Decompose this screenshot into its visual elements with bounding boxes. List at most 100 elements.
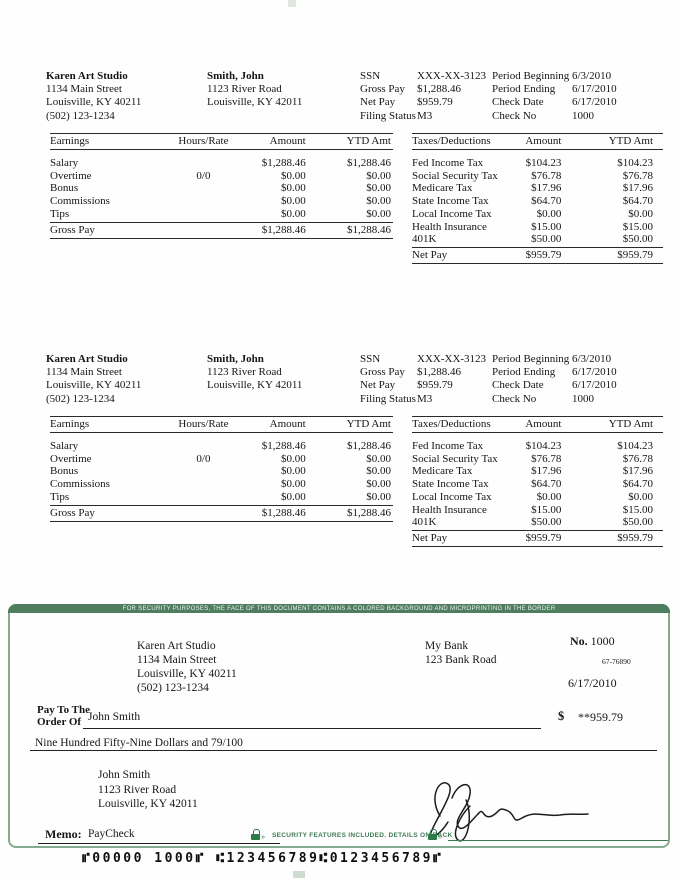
pay-to-line2: Order Of <box>37 715 82 728</box>
padlock-icon: » <box>428 829 442 841</box>
table-row: Bonus $0.00 $0.00 <box>50 465 393 478</box>
deduction-ytd: $17.96 <box>622 465 653 478</box>
ssn-value: XXX-XX-3123 <box>417 70 487 82</box>
deduction-amount: $64.70 <box>531 195 562 208</box>
deduction-amount: $64.70 <box>531 478 562 491</box>
table-row: Medicare Tax $17.96 $17.96 <box>412 465 663 478</box>
gross-pay-label: Gross Pay <box>360 366 405 379</box>
period-beginning-label: Period Beginning <box>492 353 570 365</box>
table-row: Local Income Tax $0.00 $0.00 <box>412 208 663 221</box>
employee-name: Smith, John <box>207 70 264 82</box>
earning-amount: $0.00 <box>280 465 306 478</box>
employer-phone: (502) 123-1234 <box>46 392 115 405</box>
earning-hours <box>152 440 254 453</box>
deduction-label: Fed Income Tax <box>412 440 484 452</box>
deduction-amount: $0.00 <box>536 207 562 220</box>
earning-ytd: $0.00 <box>366 490 391 503</box>
earning-hours <box>152 195 254 208</box>
deduction-amount: $17.96 <box>531 182 562 195</box>
earning-ytd: $0.00 <box>366 207 391 220</box>
table-row: Salary $1,288.46 $1,288.46 <box>50 440 393 453</box>
payee-addr-city: Louisville, KY 42011 <box>98 798 198 810</box>
deduction-ytd: $50.00 <box>622 516 653 529</box>
net-pay-label: Net Pay <box>360 379 396 392</box>
earning-hours: 0/0 <box>196 169 211 182</box>
amount-col-header: Amount <box>269 418 306 430</box>
earning-label: Commissions <box>50 478 110 491</box>
net-pay-total-amount: $959.79 <box>525 248 562 261</box>
gross-pay-total-row: Gross Pay $1,288.46 $1,288.46 <box>50 504 393 522</box>
employee-city: Louisville, KY 42011 <box>207 96 303 109</box>
deduction-label: Local Income Tax <box>412 207 492 220</box>
pay-to-the-order-of-label: Pay To The Order Of <box>37 704 90 728</box>
deduction-ytd: $17.96 <box>622 182 653 195</box>
hours-rate-col-header: Hours/Rate <box>178 418 229 430</box>
net-pay-value: $959.79 <box>417 379 453 392</box>
table-row: Commissions $0.00 $0.00 <box>50 195 393 208</box>
memo-label: Memo: <box>45 827 82 841</box>
spacer <box>152 507 254 519</box>
deduction-amount: $104.23 <box>525 157 562 169</box>
net-pay-value: $959.79 <box>417 96 453 109</box>
deduction-ytd: $76.78 <box>622 452 653 465</box>
check-number-value: 1000 <box>590 634 615 648</box>
employee-name: Smith, John <box>207 353 264 365</box>
filing-status-value: M3 <box>417 109 433 122</box>
pay-stub: Karen Art Studio 1134 Main Street Louisv… <box>0 348 680 631</box>
earnings-rows: Salary $1,288.46 $1,288.46 Overtime 0/0 … <box>50 440 393 504</box>
payee-address-block: John Smith 1123 River Road Louisville, K… <box>98 768 198 812</box>
table-row: Overtime 0/0 $0.00 $0.00 <box>50 453 393 466</box>
employer-address-block: Karen Art Studio 1134 Main Street Louisv… <box>46 70 141 123</box>
ytd-col-header: YTD Amt <box>608 418 653 430</box>
amount-col-header: Amount <box>269 135 306 147</box>
check-number: No. 1000 <box>570 634 615 649</box>
earning-label: Overtime <box>50 169 92 182</box>
deductions-header-row: Taxes/Deductions Amount YTD Amt <box>412 133 663 150</box>
earnings-header-row: Earnings Hours/Rate Amount YTD Amt <box>50 416 393 433</box>
table-row: Local Income Tax $0.00 $0.00 <box>412 491 663 504</box>
scan-registration-mark <box>293 871 305 878</box>
earning-ytd: $1,288.46 <box>346 157 391 169</box>
table-row: Fed Income Tax $104.23 $104.23 <box>412 157 663 170</box>
deduction-amount: $0.00 <box>536 490 562 503</box>
deduction-amount: $15.00 <box>531 503 562 516</box>
table-row: State Income Tax $64.70 $64.70 <box>412 195 663 208</box>
memo-value: PayCheck <box>88 828 135 840</box>
earning-amount: $0.00 <box>280 169 306 182</box>
payee-addr-name: John Smith <box>98 769 151 781</box>
net-pay-label: Net Pay <box>360 96 396 109</box>
deduction-ytd: $64.70 <box>622 478 653 491</box>
spacer <box>152 224 254 236</box>
earning-ytd: $0.00 <box>366 195 391 208</box>
deduction-label: Social Security Tax <box>412 452 498 465</box>
period-beginning-label: Period Beginning <box>492 70 570 82</box>
earnings-table: Earnings Hours/Rate Amount YTD Amt Salar… <box>50 416 393 522</box>
padlock-icon: » <box>251 829 265 841</box>
net-pay-total-ytd: $959.79 <box>617 248 653 261</box>
table-row: Medicare Tax $17.96 $17.96 <box>412 182 663 195</box>
payer-name: Karen Art Studio <box>137 640 216 652</box>
earning-hours <box>152 491 254 504</box>
table-row: Salary $1,288.46 $1,288.46 <box>50 157 393 170</box>
employer-city: Louisville, KY 40211 <box>46 96 142 109</box>
deduction-amount: $76.78 <box>531 452 562 465</box>
earning-label: Commissions <box>50 195 110 208</box>
period-ending-value: 6/17/2010 <box>572 83 617 96</box>
earnings-col-header: Earnings <box>50 135 90 147</box>
earning-ytd: $0.00 <box>366 169 391 182</box>
bank-fraction-number: 67-76890 <box>602 657 631 666</box>
deduction-ytd: $104.23 <box>617 440 653 452</box>
earning-hours <box>152 478 254 491</box>
deduction-label: Social Security Tax <box>412 169 498 182</box>
gross-pay-total-label: Gross Pay <box>50 506 95 519</box>
deduction-amount: $50.00 <box>531 233 562 246</box>
bank-name: My Bank <box>425 640 469 652</box>
stub-field-values-left: XXX-XX-3123 $1,288.46 $959.79 M3 <box>417 353 486 406</box>
earning-amount: $0.00 <box>280 195 306 208</box>
table-row: Bonus $0.00 $0.00 <box>50 182 393 195</box>
employee-city: Louisville, KY 42011 <box>207 379 303 392</box>
earning-label: Overtime <box>50 452 92 465</box>
earning-label: Salary <box>50 157 79 169</box>
stub-field-values-right: 6/3/2010 6/17/2010 6/17/2010 1000 <box>572 70 617 123</box>
stub-field-labels-right: Period Beginning Period Ending Check Dat… <box>492 70 569 123</box>
